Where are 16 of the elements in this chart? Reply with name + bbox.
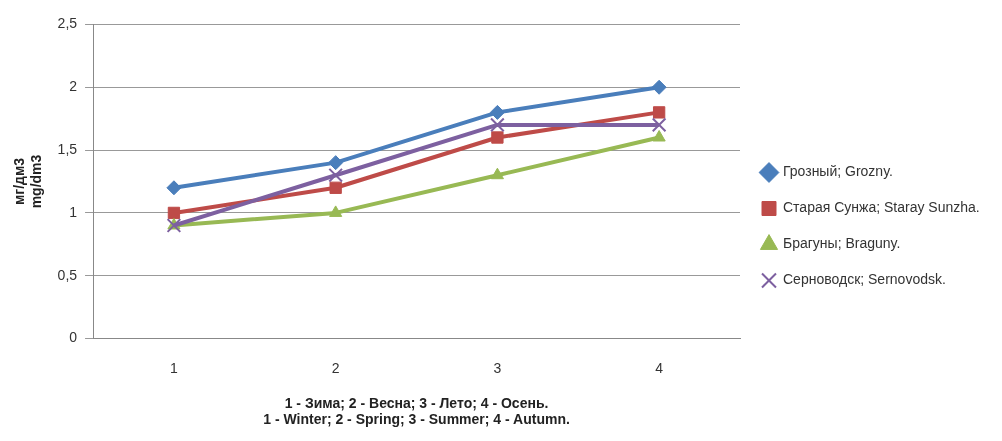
- x-tick-label: 2: [331, 359, 340, 376]
- legend-label: Брагуны; Braguny.: [783, 235, 901, 252]
- y-tick-label: 2,5: [57, 15, 78, 32]
- y-tick-label: 0: [69, 329, 78, 346]
- x-axis-title: 1 - Зима; 2 - Весна; 3 - Лето; 4 - Осень. 1 - Winter; 2 - Spring; 3 - Summer; 4 - Autumn.: [263, 394, 570, 428]
- x-tick-label: 4: [655, 359, 664, 376]
- x-tick-label: 3: [493, 359, 502, 376]
- y-tick-label: 2: [69, 78, 78, 95]
- legend-label: Серноводск; Sernovodsk.: [783, 271, 946, 288]
- y-tick-label: 0,5: [57, 266, 78, 283]
- y-axis-title: мг/дм3 mg/dm3: [11, 154, 45, 209]
- y-tick-label: 1: [69, 203, 78, 220]
- x-tick-label: 1: [170, 359, 179, 376]
- legend-label: Старая Сунжа; Staray Sunzha.: [783, 199, 980, 216]
- y-tick-label: 1,5: [57, 140, 78, 157]
- legend-label: Грозный; Grozny.: [783, 163, 893, 180]
